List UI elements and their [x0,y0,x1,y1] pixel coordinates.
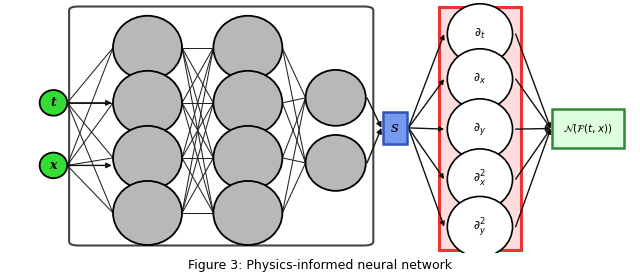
Text: $\mathcal{N}(\mathcal{F}(t,x))$: $\mathcal{N}(\mathcal{F}(t,x))$ [563,122,613,135]
Text: Figure 3: Physics-informed neural network: Figure 3: Physics-informed neural networ… [188,259,452,272]
Ellipse shape [40,90,67,116]
Text: $\partial_x$: $\partial_x$ [474,72,486,86]
Text: x: x [50,159,57,172]
Text: s: s [390,121,399,135]
Ellipse shape [113,71,182,135]
Ellipse shape [213,181,282,245]
Ellipse shape [113,181,182,245]
Ellipse shape [113,16,182,80]
FancyBboxPatch shape [439,7,521,251]
Text: $\partial_x^2$: $\partial_x^2$ [474,169,486,189]
Ellipse shape [447,149,513,210]
Ellipse shape [213,16,282,80]
Ellipse shape [447,196,513,257]
Ellipse shape [305,70,366,126]
Text: $\partial_t$: $\partial_t$ [474,27,486,41]
Ellipse shape [213,126,282,190]
Ellipse shape [40,153,67,178]
FancyBboxPatch shape [383,112,406,144]
Ellipse shape [447,4,513,64]
Text: $\partial_y^2$: $\partial_y^2$ [474,216,486,238]
FancyBboxPatch shape [69,7,373,246]
Ellipse shape [447,99,513,160]
Ellipse shape [305,135,366,191]
Ellipse shape [447,49,513,109]
FancyBboxPatch shape [552,109,624,148]
Text: t: t [51,96,56,109]
Text: $\partial_y$: $\partial_y$ [474,121,486,137]
Ellipse shape [113,126,182,190]
Ellipse shape [213,71,282,135]
